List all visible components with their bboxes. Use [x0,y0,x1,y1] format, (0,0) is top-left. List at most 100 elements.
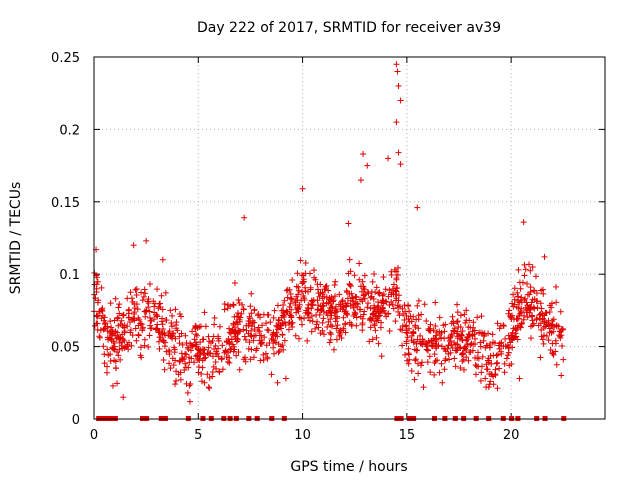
data-point [326,339,333,346]
data-point [186,359,193,366]
data-point [333,336,340,343]
data-point [512,330,519,337]
data-point [456,344,463,351]
data-point [155,305,162,312]
data-point [356,276,363,283]
data-point [289,276,296,283]
data-point [145,300,152,307]
data-point [559,342,566,349]
data-point [196,350,203,357]
data-point [551,324,558,331]
data-point [178,330,185,337]
data-point [483,384,490,391]
data-point [492,366,499,373]
data-point [432,299,439,306]
data-point [301,315,308,322]
data-point [127,289,134,296]
data-point [133,292,140,299]
data-point [352,293,359,300]
data-point [259,322,266,329]
data-point [377,324,384,331]
data-point [560,356,567,363]
data-point [503,355,510,362]
data-point [425,338,432,345]
data-point [505,332,512,339]
data-point [406,351,413,358]
data-point [299,185,306,192]
data-point [139,324,146,331]
data-point [138,289,145,296]
data-point [298,321,305,328]
data-point [295,291,302,298]
data-point [348,290,355,297]
data-point [395,149,402,156]
data-point [516,375,523,382]
data-point [395,297,402,304]
data-point [169,312,176,319]
data-point [132,286,139,293]
data-point [116,301,123,308]
data-point [470,324,477,331]
data-point [185,364,192,371]
data-point [541,318,548,325]
data-point [166,348,173,355]
data-point [279,320,286,327]
data-point [526,261,533,268]
data-point [235,296,242,303]
data-point [206,385,213,392]
data-point [524,314,531,321]
data-point [368,288,375,295]
data-point [201,309,208,316]
data-point [176,310,183,317]
data-point [353,300,360,307]
data-point [150,298,157,305]
data-point [385,155,392,162]
data-point [375,313,382,320]
data-point [155,338,162,345]
data-point [484,366,491,373]
data-point [319,319,326,326]
data-point [458,332,465,339]
data-point [155,329,162,336]
data-point [271,350,278,357]
data-point [546,302,553,309]
data-point [454,335,461,342]
data-point [507,314,514,321]
data-point [393,268,400,275]
data-point [323,294,330,301]
data-point [251,307,258,314]
data-point [427,369,434,376]
data-point [179,341,186,348]
data-point [186,398,193,405]
data-point [426,353,433,360]
data-point [138,354,145,361]
data-point [104,334,111,341]
data-point [508,361,515,368]
data-point [154,321,161,328]
data-point [104,346,111,353]
data-point [534,304,541,311]
data-point [135,332,142,339]
data-point [338,334,345,341]
data-point [209,373,216,380]
data-point [494,359,501,366]
data-point [332,278,339,285]
data-point [325,307,332,314]
data-point [233,352,240,359]
data-point [520,219,527,226]
data-point [172,306,179,313]
data-point [261,334,268,341]
data-point [198,371,205,378]
data-point [115,352,122,359]
data-point [239,301,246,308]
data-point [121,328,128,335]
y-tick-label: 0.05 [51,341,80,356]
data-point [541,253,548,260]
data-point [436,369,443,376]
data-point [477,377,484,384]
data-point [446,356,453,363]
data-point [332,307,339,314]
data-point [137,320,144,327]
data-point [527,267,534,274]
data-point [112,295,119,302]
